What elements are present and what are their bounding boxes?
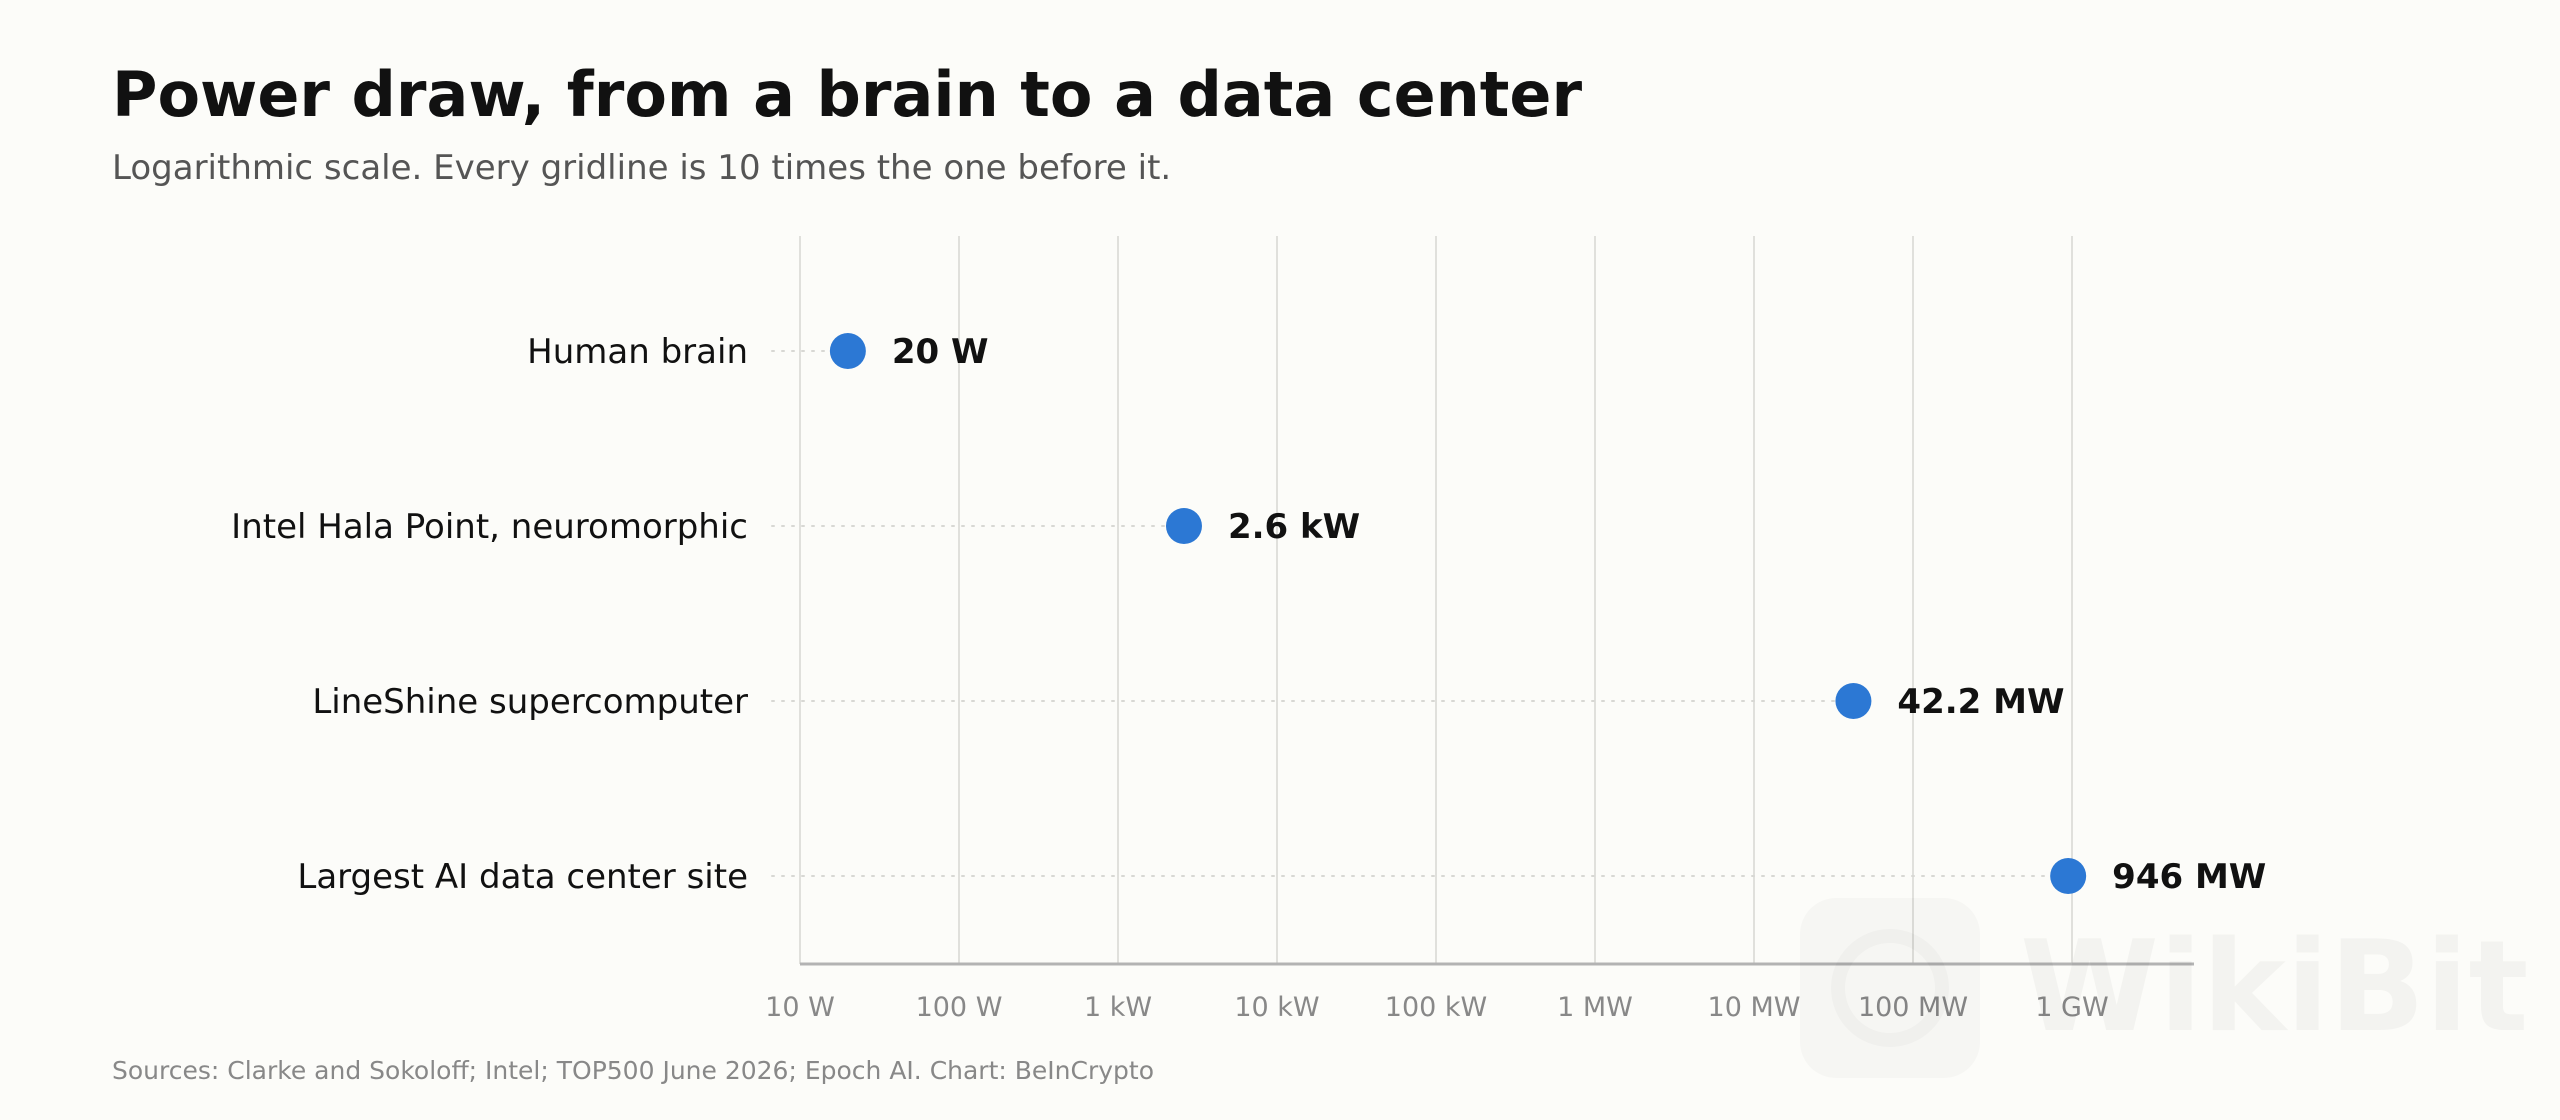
data-point [829, 333, 866, 369]
data-point [1835, 683, 1872, 719]
value-labels: 20 W 2.6 kW 42.2 MW 946 MW [892, 332, 2266, 897]
category-label: LineShine supercomputer [312, 682, 748, 722]
value-label: 20 W [892, 332, 989, 372]
chart-title: Power draw, from a brain to a data cente… [112, 58, 1583, 131]
gridlines [799, 236, 2073, 964]
value-label: 42.2 MW [1897, 682, 2064, 722]
row-guides [771, 350, 2070, 877]
chart-subtitle: Logarithmic scale. Every gridline is 10 … [112, 148, 1172, 188]
x-tick-label: 1 GW [2035, 992, 2108, 1023]
x-tick-label: 10 MW [1708, 992, 1801, 1023]
category-label: Intel Hala Point, neuromorphic [231, 507, 748, 547]
category-labels: Human brain Intel Hala Point, neuromorphi… [231, 332, 748, 897]
x-tick-label: 100 W [916, 992, 1003, 1023]
category-label: Human brain [527, 332, 748, 372]
category-label: Largest AI data center site [297, 857, 748, 897]
data-points [829, 333, 2087, 894]
x-tick-label: 1 MW [1557, 992, 1633, 1023]
x-tick-label: 1 kW [1084, 992, 1152, 1023]
value-label: 946 MW [2112, 857, 2266, 897]
source-note: Sources: Clarke and Sokoloff; Intel; TOP… [112, 1056, 1155, 1085]
x-tick-label: 100 MW [1858, 992, 1968, 1023]
x-tick-label: 10 W [765, 992, 835, 1023]
data-point [1165, 508, 1202, 544]
x-tick-label: 100 kW [1385, 992, 1487, 1023]
x-tick-labels: 10 W 100 W 1 kW 10 kW 100 kW 1 MW 10 MW 100 MW 1… [765, 992, 2109, 1023]
data-point [2050, 858, 2087, 894]
value-label: 2.6 kW [1228, 507, 1360, 547]
x-tick-label: 10 kW [1234, 992, 1319, 1023]
